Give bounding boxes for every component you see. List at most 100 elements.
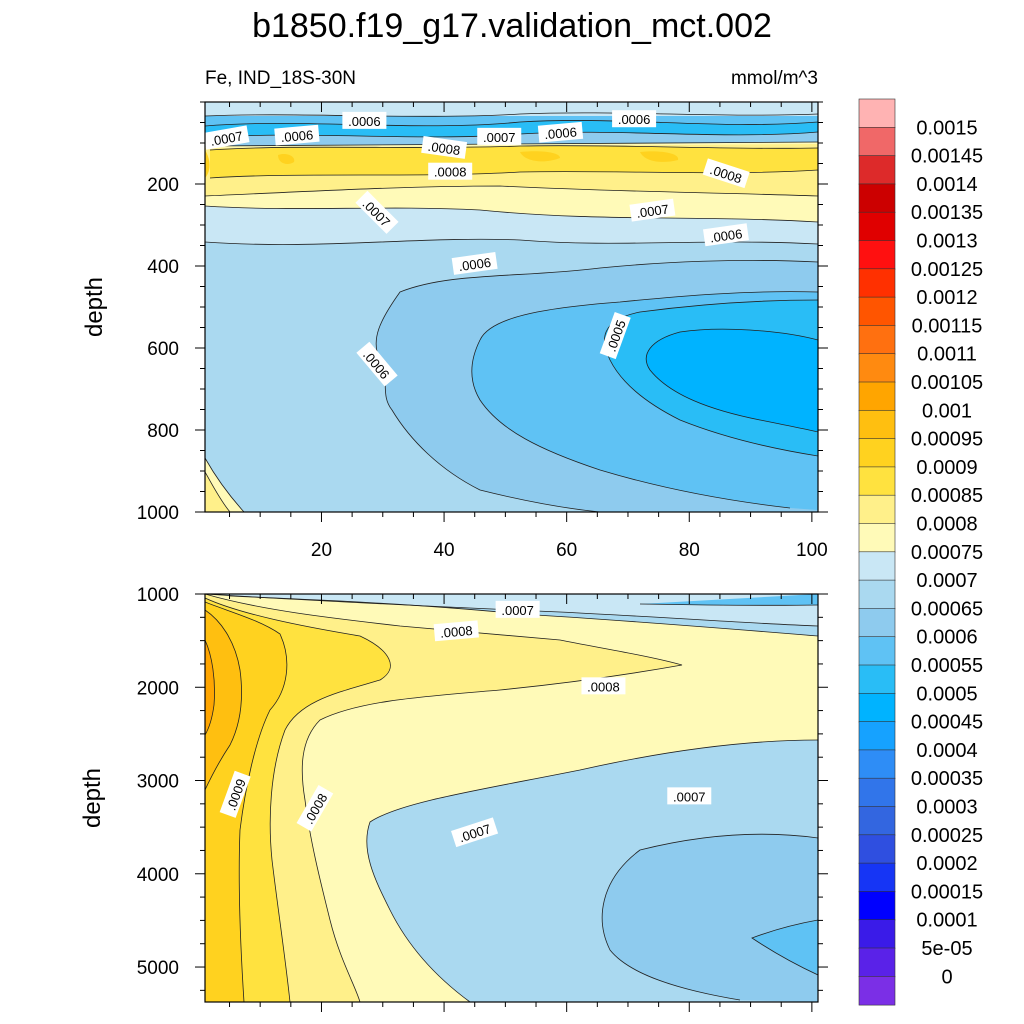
x-tick-label: 40: [433, 540, 454, 561]
contour-line: [205, 112, 818, 117]
contour-label-box: [203, 125, 250, 150]
y-tick-label: 2000: [137, 678, 179, 699]
contour-label-text: .0007: [673, 789, 706, 804]
lower-y-axis: 1000 2000 3000 4000 5000: [137, 585, 828, 991]
colorbar-box: [858, 240, 896, 270]
contour-label: .0006: [451, 251, 498, 275]
colorbar-label: 0.00035: [911, 768, 983, 790]
colorbar-box: [858, 947, 896, 978]
colorbar-label: 0.0005: [916, 683, 977, 705]
fill-band-00090-patch-b: [520, 151, 560, 162]
upper-contour-fill: [205, 102, 818, 512]
contour-line: [205, 594, 683, 1002]
lower-x-axis: [229, 594, 813, 1012]
contour-label-box: [581, 677, 626, 695]
colorbar-box: [858, 834, 896, 864]
colorbar-label: 0.0003: [916, 797, 977, 819]
figure-title: b1850.f19_g17.validation_mct.002: [252, 7, 772, 45]
upper-y-axis: 200 400 600 800 1000: [137, 101, 828, 524]
contour-label-box: [219, 770, 251, 818]
contour-label: .0007: [495, 600, 540, 618]
contour-label: .0008: [433, 620, 479, 642]
y-tick-label: 1000: [137, 585, 179, 606]
colorbar-box: [858, 466, 896, 496]
colorbar-box: [858, 155, 896, 185]
lower-contour-labels: .0007.0008.0008.0009.0008.0007.0007: [219, 600, 712, 848]
y-tick-label: 5000: [137, 958, 179, 979]
lower-y-axis-label: depth: [79, 768, 106, 828]
upper-panel: Fe, IND_18S-30N mmol/m^3: [81, 68, 828, 561]
x-tick-label: 60: [556, 540, 577, 561]
colorbar-label: 0.00085: [911, 485, 983, 507]
contour-label-text: .0008: [427, 139, 461, 158]
y-tick-label: 200: [147, 175, 179, 196]
colorbar-label: 0.00105: [911, 372, 983, 394]
fill-surface-band: [205, 594, 818, 605]
contour-label-text: .0008: [587, 679, 620, 694]
contour-line: [639, 603, 818, 606]
contour-label: .0008: [428, 162, 473, 180]
contour-label: .0006: [537, 121, 584, 143]
colorbar-box: [858, 692, 896, 723]
contour-label-text: .0006: [280, 127, 314, 145]
contour-label: .0007: [629, 198, 676, 222]
colorbar-label: 0.0012: [916, 287, 977, 309]
colorbar-label: 0.00045: [911, 712, 983, 734]
contour-label-text: .0007: [483, 130, 516, 145]
contour-label-box: [477, 127, 522, 145]
contour-label-box: [428, 162, 473, 180]
colorbar-box: [858, 551, 896, 581]
contour-label: .0008: [421, 135, 468, 159]
fill-band-00070: [205, 206, 818, 245]
contour-label-text: .0007: [635, 201, 669, 220]
colorbar-box: [858, 891, 896, 921]
contour-label-box: [537, 121, 584, 143]
contour-label-box: [629, 198, 676, 222]
colorbar-label: 0.0002: [916, 853, 977, 875]
colorbar-label: 0.0015: [916, 117, 977, 139]
x-tick-label: 20: [311, 540, 332, 561]
lower-panel: .0007.0008.0008.0009.0008.0007.0007 1000…: [79, 585, 828, 1012]
colorbar-label: 0.00125: [911, 259, 983, 281]
contour-line: [375, 259, 818, 512]
fill-band-00080-sw: [205, 472, 230, 512]
contour-label-box: [612, 110, 657, 128]
y-tick-label: 600: [147, 339, 179, 360]
colorbar-label: 0.0009: [916, 457, 977, 479]
contour-label: .0006: [612, 110, 657, 128]
contour-label: .0008: [581, 677, 626, 695]
colorbar-label: 0.00065: [911, 598, 983, 620]
contour-label-text: .0008: [434, 165, 467, 180]
contour-label-box: [342, 111, 387, 129]
colorbar-box: [858, 127, 896, 157]
colorbar-label: 0.0004: [916, 740, 977, 762]
units-string: mmol/m^3: [731, 68, 818, 89]
colorbar-box: [858, 438, 896, 468]
colorbar-box: [858, 721, 896, 751]
colorbar-box: [858, 919, 896, 949]
contour-label-box: [421, 135, 468, 159]
colorbar-box: [858, 636, 896, 666]
contour-label-text: .0006: [458, 255, 492, 274]
contour-line: [471, 291, 818, 509]
contour-label: .0007: [203, 125, 250, 150]
fill-band-00090-west: [205, 150, 210, 178]
colorbar-label: 0.0001: [916, 910, 977, 932]
colorbar-label: 0.0008: [916, 514, 977, 536]
colorbar-label: 0.0013: [916, 231, 977, 253]
contour-label-text: .0006: [618, 112, 651, 127]
colorbar-box: [858, 777, 896, 808]
y-tick-label: 400: [147, 257, 179, 278]
fill-band-00095: [205, 610, 242, 790]
colorbar-box: [858, 806, 896, 836]
fill-surface-band: [205, 102, 818, 116]
y-tick-label: 4000: [137, 865, 179, 886]
contour-label-box: [356, 341, 398, 387]
colorbar: 0.0015 0.00145 0.0014 0.00135 0.0013 0.00125 0…: [858, 98, 983, 1006]
fill-band-00055-deep: [752, 920, 818, 975]
contour-line: [205, 601, 288, 1002]
contour-line: [645, 328, 818, 433]
contour-label: .0006: [342, 111, 387, 129]
contour-label-box: [451, 817, 499, 848]
